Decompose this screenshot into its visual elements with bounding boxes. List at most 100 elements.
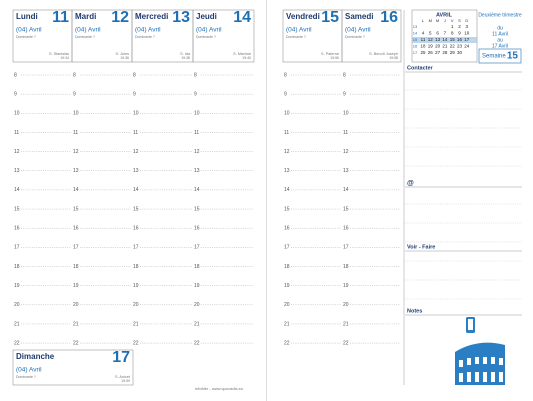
hour-label: 10: [284, 111, 290, 117]
hour-label: 15: [343, 206, 349, 212]
hour-label: 22: [14, 340, 20, 346]
day-month: (04) Avril: [135, 27, 161, 34]
hour-label: 11: [194, 130, 199, 136]
hour-label: 16: [194, 226, 200, 232]
hour-label: 15: [73, 206, 79, 212]
calendar-weekday: M: [436, 18, 439, 23]
day-name: Dimanche: [16, 352, 55, 361]
calendar-day: 25: [420, 50, 426, 55]
hour-label: 19: [73, 283, 79, 289]
hour-label: 12: [343, 149, 349, 155]
day-note: Dominante ?: [16, 375, 36, 379]
day-saint: S. Benoît Joseph: [369, 52, 398, 56]
hour-label: 22: [73, 340, 79, 346]
hour-label: 8: [343, 72, 346, 78]
calendar-day: 8: [451, 31, 454, 36]
hour-label: 13: [133, 168, 139, 174]
day-name: Samedi: [345, 12, 373, 21]
hour-label: 11: [133, 130, 138, 136]
calendar-day: 2: [458, 24, 461, 29]
hour-label: 17: [284, 245, 290, 251]
hour-label: 18: [343, 264, 349, 270]
hour-label: 20: [194, 302, 200, 308]
hour-label: 13: [14, 168, 20, 174]
day-number: 11: [52, 9, 69, 26]
calendar-week-number: 14: [413, 31, 418, 36]
day-header: [192, 9, 255, 63]
hour-label: 19: [133, 283, 139, 289]
hour-label: 21: [343, 321, 349, 327]
hour-label: 8: [284, 72, 287, 78]
hour-label: 12: [14, 149, 20, 155]
hour-label: 14: [343, 187, 349, 193]
week-label: Semaine: [482, 54, 506, 60]
calendar-day: 6: [436, 31, 439, 36]
hour-label: 17: [194, 245, 200, 251]
hour-label: 16: [343, 226, 349, 232]
hour-label: 11: [284, 130, 289, 136]
period-title: Deuxième trimestre: [478, 12, 522, 18]
hour-label: 13: [343, 168, 349, 174]
hour-label: 13: [284, 168, 290, 174]
day-name: Lundi: [16, 12, 38, 21]
day-saint: S. Stanislas: [49, 52, 69, 56]
day-saint: S. Ida: [180, 52, 191, 56]
day-name: Mercredi: [135, 12, 168, 21]
hour-label: 20: [343, 302, 349, 308]
hour-label: 22: [194, 340, 200, 346]
calendar-day: 23: [457, 44, 463, 49]
day-note: Dominante ?: [135, 35, 155, 39]
day-month: (04) Avril: [16, 367, 42, 374]
hour-label: 14: [284, 187, 290, 193]
hour-label: 11: [343, 130, 348, 136]
day-number: 17: [112, 349, 130, 366]
day-time: 19:58: [389, 56, 398, 60]
day-header: [341, 9, 402, 63]
hour-label: 15: [194, 206, 200, 212]
day-note: Dominante ?: [196, 35, 216, 39]
day-note: Dominante ?: [16, 35, 36, 39]
hour-label: 9: [343, 91, 346, 97]
hour-label: 15: [133, 206, 139, 212]
hour-label: 9: [14, 91, 17, 97]
calendar-day: 10: [464, 31, 470, 36]
day-time: 19:34: [60, 56, 69, 60]
calendar-day: 30: [457, 50, 463, 55]
hour-label: 10: [133, 111, 139, 117]
day-note: Dominante ?: [75, 35, 95, 39]
hour-label: 11: [14, 130, 19, 136]
day-number: 15: [321, 9, 339, 26]
day-name: Mardi: [75, 12, 96, 21]
calendar-day: 17: [464, 37, 470, 42]
hour-label: 17: [73, 245, 79, 251]
hour-label: 10: [194, 111, 200, 117]
hour-label: 17: [14, 245, 20, 251]
period-from-label: du: [497, 25, 503, 31]
hour-label: 10: [343, 111, 349, 117]
calendar-day: 3: [466, 24, 469, 29]
day-time: 19:36: [120, 56, 129, 60]
hour-label: 12: [194, 149, 200, 155]
hour-label: 9: [73, 91, 76, 97]
footer: infoMer - www.quovadis.eu: [195, 386, 243, 391]
hour-label: 15: [14, 206, 20, 212]
hour-label: 20: [284, 302, 290, 308]
hour-label: 21: [133, 321, 139, 327]
day-month: (04) Avril: [16, 27, 42, 34]
day-name: Jeudi: [196, 12, 217, 21]
hour-label: 22: [284, 340, 290, 346]
day-time: 19:56: [330, 56, 339, 60]
hour-label: 18: [284, 264, 290, 270]
day-time: 19:59: [121, 379, 130, 383]
day-saint: S. Maxime: [233, 52, 251, 56]
calendar-weekday: J: [444, 18, 446, 23]
hour-label: 9: [284, 91, 287, 97]
calendar-day: 27: [435, 50, 441, 55]
hour-label: 21: [284, 321, 290, 327]
hour-label: 14: [194, 187, 200, 193]
section-notes: Notes: [407, 308, 422, 314]
calendar-week-highlight: [412, 37, 477, 43]
hour-label: 19: [343, 283, 349, 289]
hour-label: 22: [133, 340, 139, 346]
